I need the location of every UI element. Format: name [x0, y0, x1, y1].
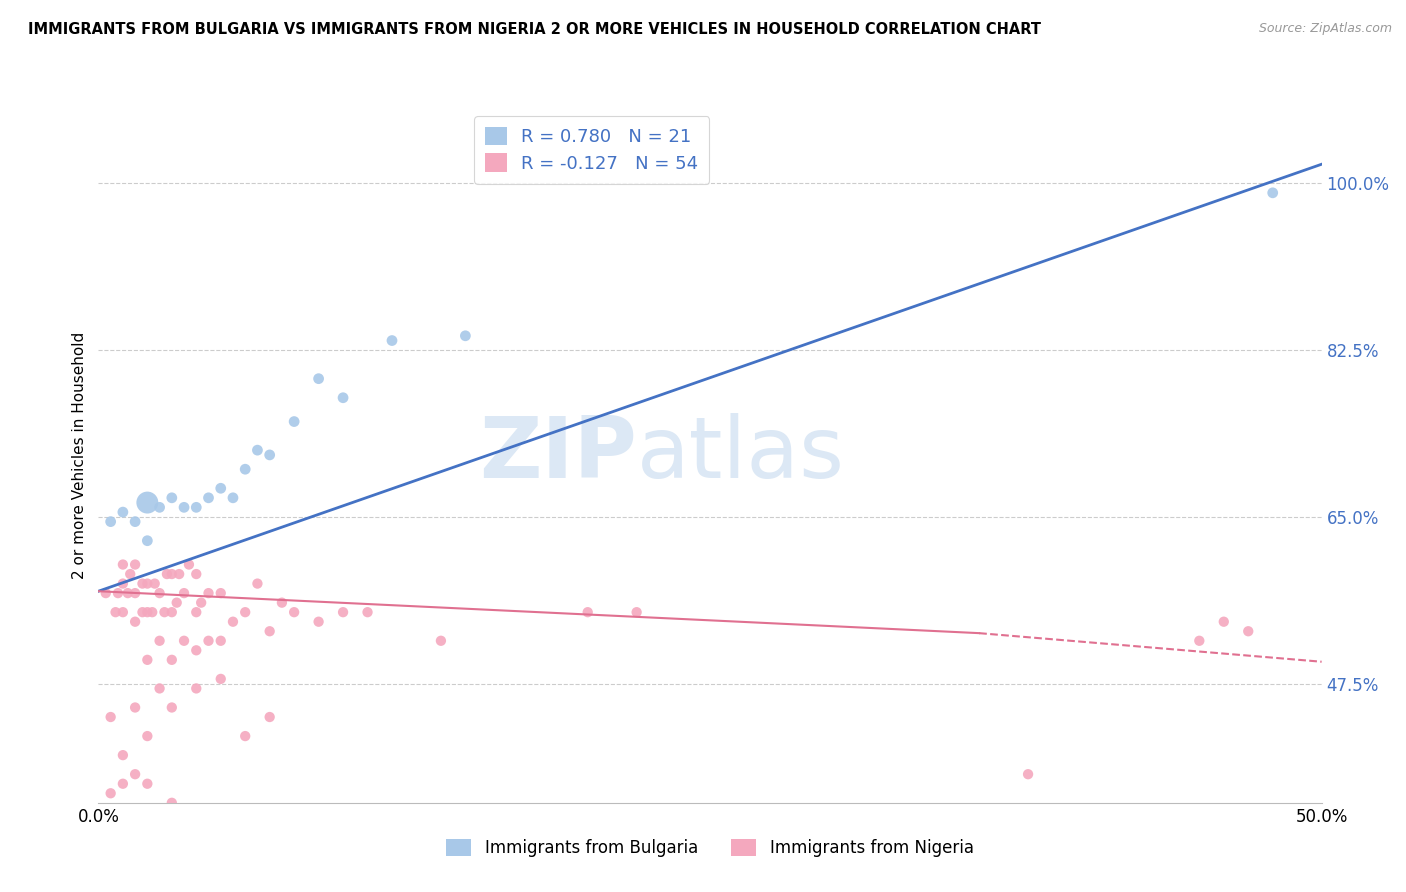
Point: [111, 748, 134, 763]
Point: [222, 491, 245, 505]
Point: [167, 567, 190, 582]
Point: [209, 586, 232, 600]
Point: [283, 605, 305, 619]
Point: [111, 505, 134, 519]
Point: [222, 615, 245, 629]
Point: [209, 672, 232, 686]
Point: [124, 700, 146, 714]
Point: [186, 681, 208, 696]
Point: [209, 633, 232, 648]
Point: [136, 777, 159, 791]
Point: [454, 328, 477, 343]
Point: [111, 605, 134, 619]
Text: IMMIGRANTS FROM BULGARIA VS IMMIGRANTS FROM NIGERIA 2 OR MORE VEHICLES IN HOUSEH: IMMIGRANTS FROM BULGARIA VS IMMIGRANTS F…: [28, 22, 1040, 37]
Point: [136, 653, 159, 667]
Point: [160, 605, 183, 619]
Point: [107, 586, 129, 600]
Point: [381, 334, 404, 348]
Point: [173, 500, 195, 515]
Point: [160, 700, 183, 714]
Point: [124, 515, 146, 529]
Point: [270, 596, 294, 610]
Point: [124, 558, 146, 572]
Point: [136, 729, 159, 743]
Point: [356, 605, 378, 619]
Point: [197, 586, 219, 600]
Point: [308, 372, 330, 386]
Point: [111, 558, 134, 572]
Point: [141, 605, 163, 619]
Point: [100, 786, 122, 800]
Point: [124, 586, 146, 600]
Point: [173, 586, 195, 600]
Point: [190, 596, 212, 610]
Point: [186, 567, 208, 582]
Point: [94, 586, 117, 600]
Point: [173, 633, 195, 648]
Point: [197, 633, 219, 648]
Point: [332, 391, 354, 405]
Point: [576, 605, 599, 619]
Point: [111, 576, 134, 591]
Point: [117, 586, 139, 600]
Point: [186, 500, 208, 515]
Point: [160, 653, 183, 667]
Point: [1261, 186, 1284, 200]
Point: [166, 596, 188, 610]
Point: [153, 605, 176, 619]
Point: [246, 443, 269, 458]
Legend: Immigrants from Bulgaria, Immigrants from Nigeria: Immigrants from Bulgaria, Immigrants fro…: [440, 832, 980, 864]
Point: [156, 567, 179, 582]
Point: [209, 481, 232, 495]
Point: [332, 605, 354, 619]
Point: [1188, 633, 1211, 648]
Point: [120, 567, 142, 582]
Point: [100, 710, 122, 724]
Point: [1237, 624, 1260, 639]
Point: [136, 605, 159, 619]
Point: [111, 777, 134, 791]
Point: [143, 576, 166, 591]
Point: [160, 796, 183, 810]
Point: [430, 633, 453, 648]
Point: [131, 605, 153, 619]
Point: [149, 586, 172, 600]
Point: [259, 624, 281, 639]
Point: [149, 633, 172, 648]
Point: [124, 767, 146, 781]
Point: [177, 558, 200, 572]
Point: [186, 605, 208, 619]
Point: [186, 643, 208, 657]
Point: [259, 710, 281, 724]
Point: [104, 605, 127, 619]
Point: [233, 729, 256, 743]
Point: [1017, 767, 1039, 781]
Point: [124, 615, 146, 629]
Text: ZIP: ZIP: [479, 413, 637, 497]
Point: [197, 491, 219, 505]
Point: [283, 415, 305, 429]
Point: [259, 448, 281, 462]
Y-axis label: 2 or more Vehicles in Household: 2 or more Vehicles in Household: [72, 331, 87, 579]
Point: [149, 681, 172, 696]
Point: [136, 533, 159, 548]
Point: [308, 615, 330, 629]
Point: [160, 491, 183, 505]
Point: [131, 576, 153, 591]
Point: [1212, 615, 1234, 629]
Text: atlas: atlas: [637, 413, 845, 497]
Point: [233, 605, 256, 619]
Point: [160, 567, 183, 582]
Text: Source: ZipAtlas.com: Source: ZipAtlas.com: [1258, 22, 1392, 36]
Point: [626, 605, 648, 619]
Point: [149, 500, 172, 515]
Point: [233, 462, 256, 476]
Point: [136, 576, 159, 591]
Point: [246, 576, 269, 591]
Point: [100, 515, 122, 529]
Point: [136, 495, 159, 509]
